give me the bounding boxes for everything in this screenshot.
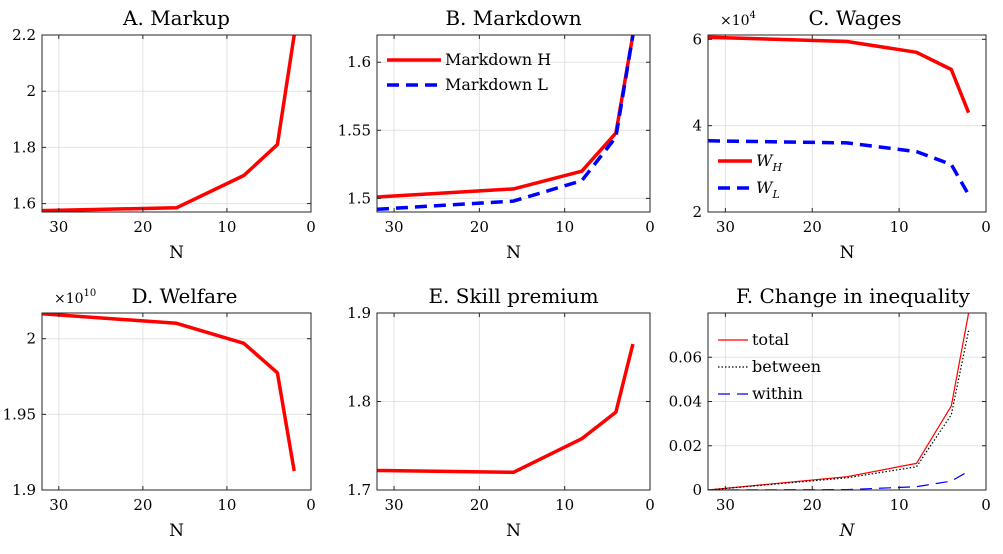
x-tick-label: 10 [890, 496, 909, 514]
legend-label: Markdown L [445, 75, 548, 94]
chart-e: 30 20 10 0 1.7 1.8 1.9 E. Skill premium N [347, 284, 655, 541]
axes-box [41, 312, 312, 491]
y-exponent-label: ×104 [720, 10, 756, 29]
series-line-1 [377, 35, 635, 199]
y-tick-label: 2 [26, 330, 36, 348]
x-tick-label: 0 [306, 218, 316, 236]
y-tick-label: 1.6 [347, 53, 371, 71]
y-tick-label: 1.55 [338, 121, 371, 139]
legend-label: WH [756, 151, 782, 174]
y-tick-label: 1.9 [347, 304, 371, 322]
x-tick-label: 10 [890, 218, 909, 236]
x-axis-label: N [839, 521, 856, 541]
chart-title: D. Welfare [132, 284, 238, 308]
axes-box [376, 34, 651, 213]
x-tick-label: 20 [133, 218, 152, 236]
series-line-2 [708, 330, 970, 490]
chart-title: A. Markup [122, 6, 230, 30]
series-line-1 [42, 313, 296, 472]
chart-title: E. Skill premium [428, 284, 598, 308]
series-line-3 [708, 470, 969, 490]
chart-title: C. Wages [809, 6, 902, 30]
x-tick-label: 30 [49, 218, 68, 236]
x-tick-label: 0 [981, 218, 991, 236]
x-axis-label: N [506, 243, 521, 263]
y-tick-label: 2 [26, 82, 36, 100]
y-tick-label: 0 [692, 481, 702, 499]
legend-label: WL [756, 178, 780, 201]
axes-box [707, 34, 987, 213]
x-tick-label: 10 [217, 496, 236, 514]
chart-f: 30 20 10 0 0 0.02 0.04 0.06 F. Change in inequal… [669, 284, 991, 541]
x-tick-label: 30 [385, 218, 404, 236]
series-line-1 [708, 313, 970, 490]
x-tick-label: 10 [555, 218, 574, 236]
x-tick-label: 0 [645, 218, 655, 236]
y-tick-label: 1.95 [3, 405, 36, 423]
series-line-1 [377, 343, 635, 475]
axes-box [41, 34, 312, 213]
chart-title: F. Change in inequality [736, 284, 971, 308]
y-tick-label: 4 [692, 117, 702, 135]
x-tick-label: 20 [803, 218, 822, 236]
chart-a: 30 20 10 0 1.6 1.8 2 2.2 A. Markup N [12, 6, 316, 263]
x-tick-label: 0 [981, 496, 991, 514]
y-tick-label: 1.7 [347, 481, 371, 499]
x-tick-label: 20 [803, 496, 822, 514]
legend: total between within [718, 330, 821, 403]
chart-title: B. Markdown [445, 6, 581, 30]
legend-label: Markdown H [445, 50, 551, 69]
y-exponent-power: 10 [84, 288, 97, 299]
x-tick-label: 30 [49, 496, 68, 514]
series-line-1 [42, 35, 296, 212]
y-tick-label: 2.2 [12, 26, 36, 44]
series-line-2 [708, 139, 971, 196]
y-exponent-label: ×1010 [54, 288, 96, 307]
y-tick-label: 0.02 [669, 437, 702, 455]
x-tick-label: 10 [555, 496, 574, 514]
y-exponent-base: ×10 [720, 13, 750, 29]
legend: Markdown H Markdown L [387, 50, 551, 94]
x-tick-label: 10 [217, 218, 236, 236]
y-tick-label: 1.8 [347, 393, 371, 411]
legend-label: total [752, 330, 789, 349]
y-tick-label: 2 [692, 203, 702, 221]
legend-label: between [752, 357, 821, 376]
x-tick-label: 30 [716, 496, 735, 514]
x-axis-label: N [169, 521, 184, 541]
x-tick-label: 0 [306, 496, 316, 514]
y-tick-label: 0.04 [669, 393, 702, 411]
x-axis-label: N [506, 521, 521, 541]
x-tick-label: 20 [470, 496, 489, 514]
y-tick-label: 1.6 [12, 195, 36, 213]
x-tick-label: 30 [385, 496, 404, 514]
x-tick-label: 20 [133, 496, 152, 514]
x-axis-label: N [169, 243, 184, 263]
y-tick-label: 6 [692, 30, 702, 48]
y-exponent-power: 4 [750, 10, 756, 21]
x-tick-label: 30 [716, 218, 735, 236]
series-line-1 [708, 35, 971, 114]
legend: WH WL [718, 151, 782, 201]
y-tick-label: 1.9 [12, 481, 36, 499]
x-tick-label: 0 [645, 496, 655, 514]
y-exponent-base: ×10 [54, 291, 84, 307]
x-tick-label: 20 [470, 218, 489, 236]
y-tick-label: 1.8 [12, 138, 36, 156]
x-axis-label: N [840, 243, 855, 263]
y-tick-label: 1.5 [347, 189, 371, 207]
y-tick-label: 0.06 [669, 348, 702, 366]
legend-label: within [752, 384, 803, 403]
